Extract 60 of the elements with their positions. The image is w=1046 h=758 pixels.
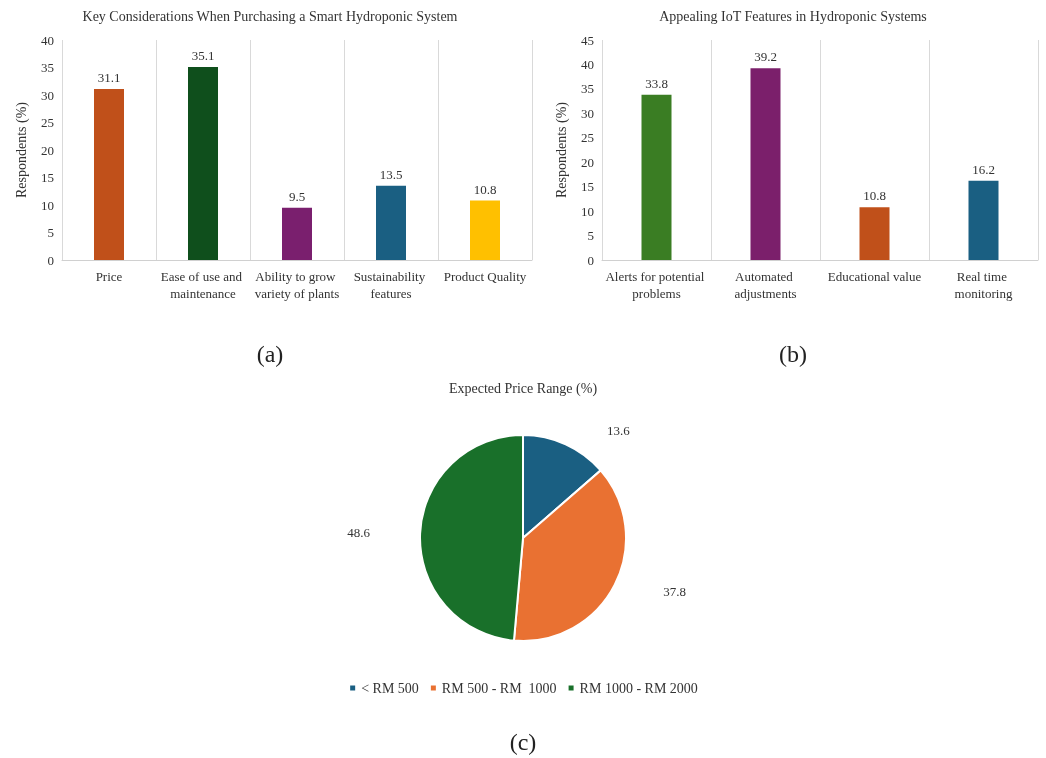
- bar: [859, 207, 890, 260]
- text: (a): [256, 341, 284, 367]
- chart-title: Expected Price Range (%): [448, 380, 598, 397]
- bar: [376, 185, 406, 260]
- bar: [188, 66, 218, 260]
- y-axis-title: Respondents (%): [553, 101, 570, 199]
- chart-title: Appealing IoT Features in Hydroponic Systems: [659, 8, 927, 24]
- y-axis-title: Respondents (%): [13, 101, 30, 199]
- y-tick-label: 20: [41, 142, 54, 158]
- y-tick-label: 0: [47, 252, 54, 268]
- data-label: 31.1: [97, 69, 121, 85]
- data-label: 10.8: [473, 181, 497, 197]
- x-tick-label: Ability to grow variety of plants: [254, 269, 340, 301]
- data-label: 13.6: [606, 423, 631, 439]
- data-label: 9.5: [288, 188, 306, 204]
- bar: [282, 207, 312, 260]
- data-label: 10.8: [863, 188, 886, 204]
- y-tick-label: 15: [581, 179, 594, 195]
- y-tick-label: 25: [41, 115, 54, 130]
- bar: [750, 68, 781, 260]
- y-tick-label: 30: [41, 87, 54, 103]
- y-tick-label: 35: [41, 60, 54, 75]
- legend-label: < RM 500: [361, 680, 419, 696]
- y-tick-label: 40: [41, 32, 54, 48]
- x-tick-label: Educational value: [827, 269, 922, 284]
- y-tick-label: 40: [581, 56, 594, 72]
- x-tick-label: Ease of use and maintenance: [160, 269, 246, 301]
- legend-label: RM 1000 - RM 2000: [579, 680, 698, 696]
- x-tick-label: Automated adjustments: [734, 269, 797, 301]
- y-tick-label: 10: [581, 203, 594, 219]
- x-tick-label: Real time monitoring: [954, 269, 1013, 301]
- data-label: 13.5: [379, 166, 403, 182]
- bar: [94, 88, 124, 260]
- x-tick-label: Alerts for potential problems: [605, 269, 708, 301]
- bar: [641, 94, 672, 260]
- x-tick-label: Price: [95, 269, 123, 284]
- y-tick-label: 35: [581, 81, 594, 97]
- y-tick-label: 45: [581, 32, 594, 48]
- y-tick-label: 5: [587, 228, 594, 244]
- data-label: 37.8: [663, 584, 686, 600]
- x-tick-label: Sustainability features: [353, 269, 429, 301]
- y-tick-label: 30: [581, 105, 594, 121]
- y-tick-label: 25: [581, 130, 594, 146]
- y-tick-label: 20: [581, 154, 594, 170]
- data-label: 39.2: [754, 49, 777, 65]
- data-label: 33.8: [645, 75, 668, 91]
- legend-label: RM 500 - RM 1000: [441, 680, 557, 696]
- text: (c): [509, 729, 537, 755]
- y-tick-label: 15: [41, 170, 54, 185]
- data-label: 35.1: [191, 47, 215, 63]
- bar: [470, 200, 500, 260]
- y-tick-label: 10: [41, 197, 54, 213]
- x-tick-label: Product Quality: [443, 269, 527, 284]
- y-tick-label: 5: [47, 225, 54, 240]
- data-label: 48.6: [347, 525, 371, 541]
- data-label: 16.2: [972, 161, 995, 177]
- text: (b): [779, 341, 807, 367]
- chart-title: Key Considerations When Purchasing a Smart Hydroponic System: [82, 8, 458, 24]
- bar: [968, 180, 999, 260]
- y-tick-label: 0: [587, 252, 594, 268]
